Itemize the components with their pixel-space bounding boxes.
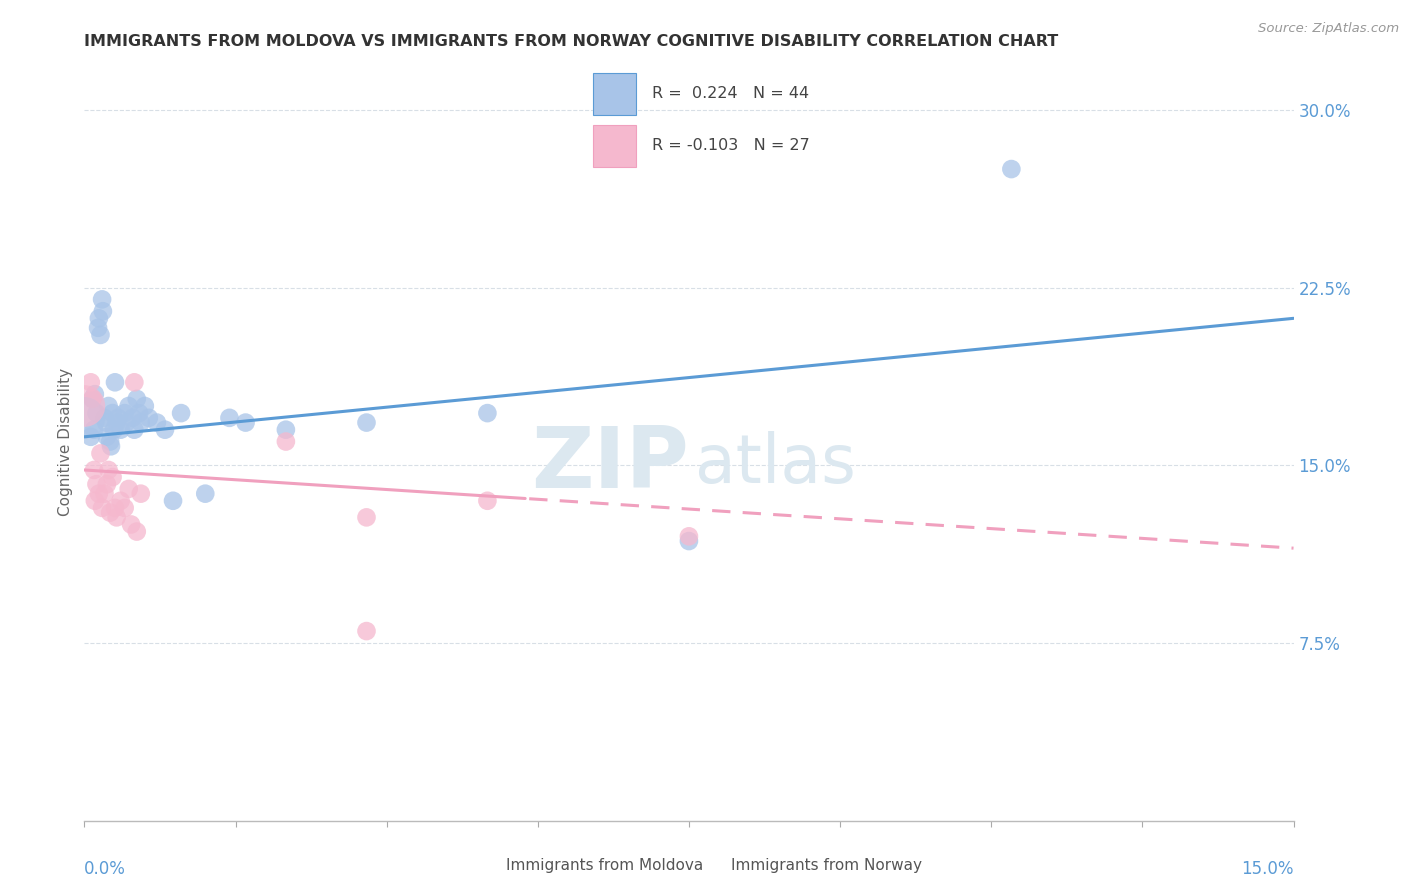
- Point: [96, 430, 118, 444]
- Point: [678, 529, 700, 543]
- Text: Immigrants from Moldova: Immigrants from Moldova: [506, 858, 703, 872]
- Point: [218, 410, 240, 425]
- Text: R = -0.103   N = 27: R = -0.103 N = 27: [651, 138, 810, 153]
- FancyBboxPatch shape: [593, 73, 636, 114]
- Point: [235, 416, 257, 430]
- Point: [91, 293, 114, 307]
- Point: [114, 500, 136, 515]
- Point: [125, 524, 148, 539]
- Point: [129, 416, 152, 430]
- Text: atlas: atlas: [695, 432, 856, 497]
- Point: [87, 486, 110, 500]
- Point: [94, 416, 117, 430]
- Point: [170, 406, 193, 420]
- Point: [103, 423, 125, 437]
- Point: [110, 423, 132, 437]
- Point: [124, 376, 146, 390]
- Point: [105, 510, 128, 524]
- Point: [98, 506, 121, 520]
- Point: [98, 434, 121, 449]
- Point: [125, 392, 148, 406]
- Point: [87, 320, 110, 334]
- Point: [83, 423, 105, 437]
- Point: [118, 399, 141, 413]
- Point: [114, 406, 136, 420]
- Point: [153, 423, 176, 437]
- Point: [104, 376, 127, 390]
- Point: [93, 486, 115, 500]
- Point: [162, 493, 184, 508]
- Text: Immigrants from Norway: Immigrants from Norway: [731, 858, 922, 872]
- Text: 15.0%: 15.0%: [1241, 860, 1294, 878]
- Point: [97, 463, 120, 477]
- Point: [104, 500, 127, 515]
- Point: [134, 399, 156, 413]
- Point: [86, 406, 108, 420]
- Point: [82, 392, 104, 406]
- Point: [115, 416, 138, 430]
- Point: [356, 624, 378, 639]
- Point: [89, 446, 111, 460]
- Point: [138, 410, 160, 425]
- Point: [356, 510, 378, 524]
- Point: [100, 439, 122, 453]
- Point: [129, 486, 152, 500]
- Point: [477, 493, 499, 508]
- Point: [80, 376, 103, 390]
- Point: [80, 430, 103, 444]
- Point: [73, 410, 96, 425]
- Point: [83, 493, 105, 508]
- Point: [82, 392, 104, 406]
- Point: [91, 304, 114, 318]
- Text: IMMIGRANTS FROM MOLDOVA VS IMMIGRANTS FROM NORWAY COGNITIVE DISABILITY CORRELATI: IMMIGRANTS FROM MOLDOVA VS IMMIGRANTS FR…: [84, 34, 1059, 49]
- Point: [83, 387, 105, 401]
- Point: [105, 416, 128, 430]
- Point: [1000, 162, 1022, 177]
- Point: [87, 311, 110, 326]
- Point: [678, 534, 700, 549]
- Point: [110, 493, 132, 508]
- Point: [194, 486, 217, 500]
- Point: [83, 463, 105, 477]
- Point: [93, 410, 115, 425]
- Text: Source: ZipAtlas.com: Source: ZipAtlas.com: [1258, 22, 1399, 36]
- Point: [477, 406, 499, 420]
- Point: [107, 410, 129, 425]
- Point: [356, 416, 378, 430]
- Point: [120, 517, 142, 532]
- Point: [118, 482, 141, 496]
- Point: [121, 410, 143, 425]
- Point: [96, 477, 118, 491]
- Text: 0.0%: 0.0%: [84, 860, 127, 878]
- Point: [86, 477, 108, 491]
- Point: [91, 500, 114, 515]
- Point: [274, 434, 297, 449]
- Point: [101, 406, 124, 420]
- FancyBboxPatch shape: [593, 125, 636, 167]
- Point: [73, 399, 96, 413]
- Point: [97, 399, 120, 413]
- Point: [128, 406, 150, 420]
- Point: [146, 416, 169, 430]
- Point: [101, 470, 124, 484]
- Point: [124, 423, 146, 437]
- Point: [89, 327, 111, 342]
- Y-axis label: Cognitive Disability: Cognitive Disability: [58, 368, 73, 516]
- Text: R =  0.224   N = 44: R = 0.224 N = 44: [651, 87, 808, 102]
- Point: [274, 423, 297, 437]
- Text: ZIP: ZIP: [531, 423, 689, 506]
